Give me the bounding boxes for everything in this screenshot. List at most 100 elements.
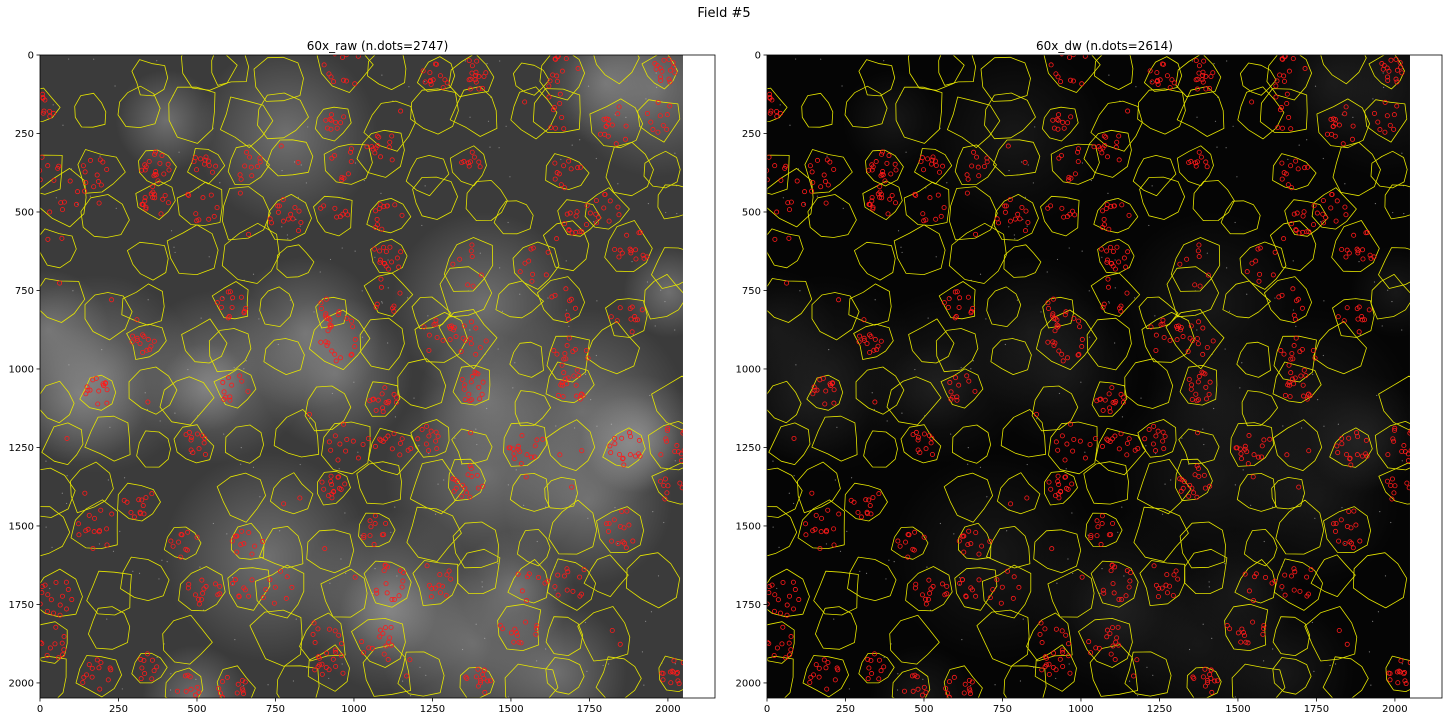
speckle bbox=[114, 85, 116, 87]
detected-dot bbox=[563, 356, 569, 362]
cell-outline bbox=[889, 614, 940, 665]
detected-dot bbox=[866, 497, 872, 503]
detected-dot bbox=[237, 373, 243, 379]
detected-dot bbox=[1261, 623, 1267, 629]
detected-dot bbox=[331, 488, 337, 494]
detected-dot bbox=[1049, 313, 1055, 319]
speckle bbox=[1272, 506, 1274, 508]
figure-title: Field #5 bbox=[697, 6, 751, 21]
detected-dot bbox=[621, 540, 627, 546]
speckle bbox=[1137, 695, 1139, 697]
detected-dot bbox=[1285, 382, 1291, 388]
detected-dot bbox=[1022, 228, 1028, 234]
detected-dot bbox=[249, 551, 255, 557]
speckle bbox=[792, 502, 795, 505]
detected-dot bbox=[238, 176, 244, 182]
detected-dot bbox=[1116, 259, 1122, 265]
detected-dot bbox=[792, 587, 798, 593]
detected-dot bbox=[389, 133, 395, 139]
detected-dot bbox=[987, 595, 993, 601]
detected-dot bbox=[555, 592, 561, 598]
detected-dot bbox=[1154, 70, 1160, 76]
speckle bbox=[107, 479, 109, 481]
detected-dot bbox=[257, 155, 263, 161]
detected-dot bbox=[83, 391, 89, 397]
detected-dot bbox=[1284, 101, 1290, 107]
speckle bbox=[1203, 443, 1205, 446]
detected-dot bbox=[633, 256, 639, 262]
detected-dot bbox=[524, 452, 530, 458]
detected-dot bbox=[664, 427, 670, 433]
detected-dot bbox=[819, 515, 825, 521]
cell-outline bbox=[1272, 657, 1312, 695]
detected-dot bbox=[1194, 398, 1200, 404]
detected-dot bbox=[884, 160, 890, 166]
detected-dot bbox=[325, 315, 331, 321]
detected-dot bbox=[1242, 443, 1248, 449]
speckle bbox=[299, 463, 301, 466]
detected-dot bbox=[246, 593, 252, 599]
detected-dot bbox=[1161, 446, 1167, 452]
detected-dot bbox=[158, 211, 164, 217]
cell-outline bbox=[981, 564, 1032, 619]
detected-dot bbox=[44, 608, 50, 614]
detected-dot bbox=[910, 688, 916, 694]
cell-outline bbox=[40, 380, 75, 424]
detected-dot bbox=[1174, 337, 1180, 343]
intensity-blob bbox=[1106, 550, 1293, 698]
detected-dot bbox=[1335, 314, 1341, 320]
speckle bbox=[52, 104, 54, 106]
speckle bbox=[1234, 484, 1236, 486]
detected-dot bbox=[579, 229, 585, 235]
detected-dot bbox=[1075, 146, 1081, 152]
speckle bbox=[1121, 506, 1123, 508]
detected-dot bbox=[575, 66, 581, 72]
detected-dot bbox=[790, 579, 796, 585]
detected-dot bbox=[1103, 134, 1109, 140]
speckle bbox=[646, 281, 649, 283]
detected-dot bbox=[140, 349, 146, 355]
detected-dot bbox=[630, 538, 636, 544]
detected-dot bbox=[1194, 336, 1200, 342]
detected-dot bbox=[1112, 657, 1118, 663]
detected-dot bbox=[155, 178, 161, 184]
detected-dot bbox=[956, 538, 962, 544]
speckle bbox=[144, 392, 146, 394]
detected-dot bbox=[1281, 73, 1287, 79]
detected-dot bbox=[603, 123, 609, 129]
detected-dot bbox=[516, 639, 522, 645]
detected-dot bbox=[555, 392, 561, 398]
detected-dot bbox=[771, 608, 777, 614]
detected-dot bbox=[325, 328, 331, 334]
detected-dot bbox=[55, 165, 61, 171]
detected-dot bbox=[202, 451, 208, 457]
detected-dot bbox=[933, 216, 939, 222]
detected-dot bbox=[138, 656, 144, 662]
speckle bbox=[568, 325, 570, 327]
detected-dot bbox=[1200, 325, 1206, 331]
detected-dot bbox=[298, 219, 304, 225]
detected-dot bbox=[939, 581, 945, 587]
cell-outline bbox=[900, 424, 942, 464]
cell-outline bbox=[40, 655, 67, 698]
speckle bbox=[816, 195, 818, 197]
detected-dot bbox=[1109, 260, 1115, 266]
detected-dot bbox=[479, 391, 485, 397]
speckle bbox=[1020, 161, 1023, 163]
detected-dot bbox=[331, 153, 337, 159]
detected-dot bbox=[964, 190, 970, 196]
speckle bbox=[1008, 226, 1010, 228]
cell-outline bbox=[1322, 656, 1369, 698]
speckle bbox=[595, 157, 597, 160]
speckle bbox=[565, 260, 567, 262]
detected-dot bbox=[1193, 58, 1199, 64]
detected-dot bbox=[1195, 430, 1201, 436]
detected-dot bbox=[1282, 392, 1288, 398]
speckle bbox=[547, 297, 549, 299]
detected-dot bbox=[1306, 448, 1312, 454]
detected-dot bbox=[1299, 346, 1305, 352]
speckle bbox=[1319, 221, 1322, 223]
speckle bbox=[469, 329, 471, 331]
detected-dot bbox=[1289, 185, 1295, 191]
detected-dot bbox=[1259, 443, 1265, 449]
